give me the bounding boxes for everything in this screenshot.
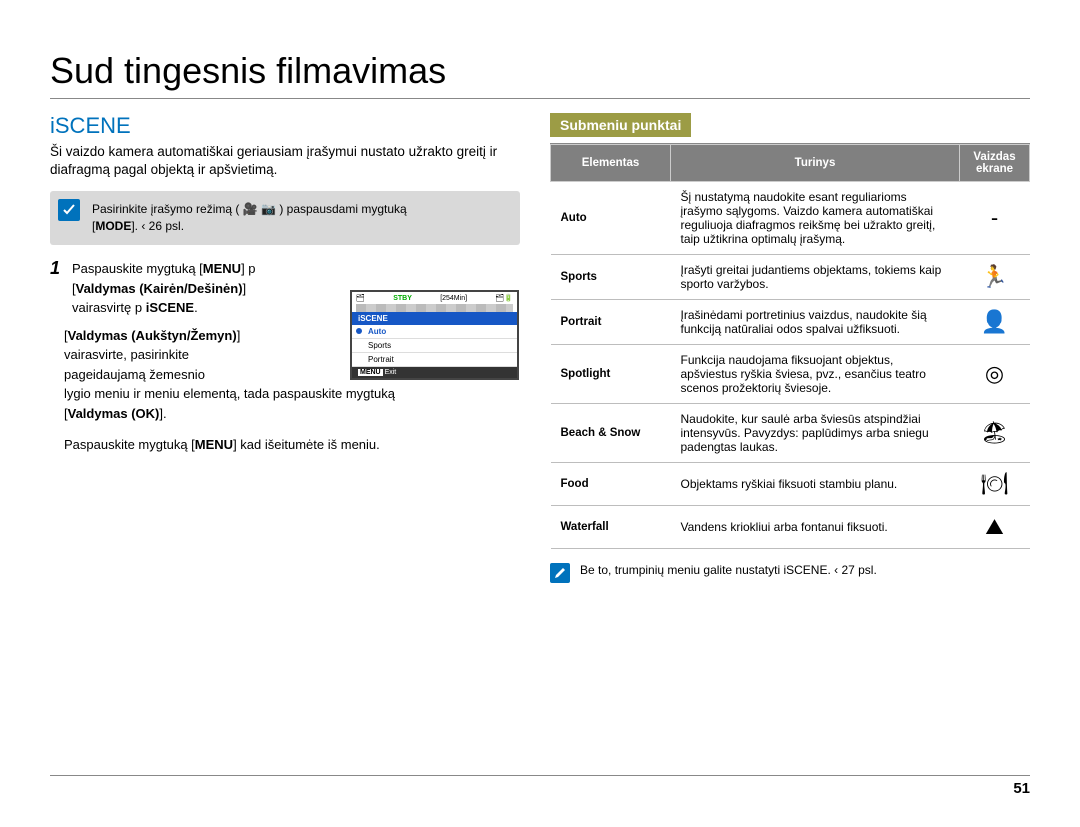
lcd-filmstrip — [356, 304, 513, 312]
step1-t1b: MENU — [203, 261, 241, 276]
row-desc: Funkcija naudojama fiksuojant objektus, … — [671, 345, 960, 404]
step3-t1c: ] kad išeitumėte iš meniu. — [233, 437, 380, 452]
table-row: AutoŠį nustatymą naudokite esant regulia… — [551, 182, 1030, 255]
photo-mode-icon: 📷 — [261, 202, 276, 216]
th-screen-1: Vaizdas — [973, 151, 1015, 163]
row-name: Waterfall — [551, 506, 671, 549]
lcd-header: iSCENE — [352, 312, 517, 325]
checkmark-icon — [58, 199, 80, 221]
th-screen-2: ekrane — [976, 163, 1013, 175]
table-row: SpotlightFunkcija naudojama fiksuojant o… — [551, 345, 1030, 404]
step1-t3c: . — [194, 300, 198, 315]
step2-t1b: Valdymas (Aukštyn/Žemyn) — [68, 328, 237, 343]
mode-note-box: Pasirinkite įrašymo režimą ( 🎥 📷 ) paspa… — [50, 191, 520, 245]
row-desc: Įrašinėdami portretinius vaizdus, naudok… — [671, 300, 960, 345]
page-number: 51 — [50, 775, 1030, 797]
lcd-row-auto: Auto — [352, 325, 517, 339]
row-desc: Įrašyti greitai judantiems objektams, to… — [671, 255, 960, 300]
step3-body: Paspauskite mygtuką [MENU] kad išeitumėt… — [64, 435, 520, 455]
lcd-menu-exit: MENU Exit — [352, 367, 517, 378]
battery-icon: 🗂🔋 — [495, 294, 513, 302]
table-row: FoodObjektams ryškiai fiksuoti stambiu p… — [551, 463, 1030, 506]
step1-t1c: ] p — [241, 261, 255, 276]
step2-t5b: Valdymas (OK) — [68, 406, 160, 421]
edit-icon — [550, 563, 570, 583]
step2-t4: lygio meniu ir meniu elementą, tada pasp… — [64, 386, 395, 401]
row-name: Beach & Snow — [551, 404, 671, 463]
row-desc: Naudokite, kur saulė arba šviesūs atspin… — [671, 404, 960, 463]
iscene-heading: iSCENE — [50, 113, 520, 139]
th-screen: Vaizdasekrane — [960, 145, 1030, 182]
row-desc: Šį nustatymą naudokite esant reguliariom… — [671, 182, 960, 255]
row-icon: 🏃 — [960, 255, 1030, 300]
step1-t3a: vairasvirtę p — [72, 300, 146, 315]
row-icon: ◎ — [960, 345, 1030, 404]
lcd-row-portrait: Portrait — [352, 353, 517, 367]
step2-t2: vairasvirte, pasirinkite — [64, 347, 189, 362]
stby-label: STBY — [393, 295, 412, 302]
table-row: SportsĮrašyti greitai judantiems objekta… — [551, 255, 1030, 300]
intro-text: Ši vaizdo kamera automatiškai geriausiam… — [50, 143, 520, 179]
row-icon: 🏖 — [960, 404, 1030, 463]
lcd-exit: Exit — [385, 369, 397, 376]
step3-t1a: Paspauskite mygtuką [ — [64, 437, 195, 452]
note-text-2: ) paspausdami mygtuką — [279, 202, 406, 216]
lcd-row-sports: Sports — [352, 339, 517, 353]
step1-t3b: iSCENE — [146, 300, 194, 315]
row-name: Sports — [551, 255, 671, 300]
lcd-menu-label: MENU — [358, 369, 383, 376]
page-title: Sud tingesnis filmavimas — [50, 50, 1030, 99]
step2-t3: pageidaujamą žemesnio — [64, 367, 205, 382]
footer-note: Be to, trumpinių meniu galite nustatyti … — [550, 563, 1030, 583]
specs-table: Elementas Turinys Vaizdasekrane AutoŠį n… — [550, 144, 1030, 549]
th-element: Elementas — [551, 145, 671, 182]
row-icon: ⛰ — [960, 506, 1030, 549]
note-mode: MODE — [95, 219, 131, 233]
footer-note-text: Be to, trumpinių meniu galite nustatyti … — [580, 563, 877, 577]
row-desc: Objektams ryškiai fiksuoti stambiu planu… — [671, 463, 960, 506]
step3-t1b: MENU — [195, 437, 233, 452]
th-content: Turinys — [671, 145, 960, 182]
step1-t1a: Paspauskite mygtuką [ — [72, 261, 203, 276]
row-icon: - — [960, 182, 1030, 255]
table-row: Beach & SnowNaudokite, kur saulė arba šv… — [551, 404, 1030, 463]
step1-t2c: ] — [243, 281, 247, 296]
note-text: Pasirinkite įrašymo režimą ( — [92, 202, 239, 216]
row-icon: 👤 — [960, 300, 1030, 345]
video-mode-icon: 🎥 — [243, 202, 258, 216]
step2-t5c: ]. — [159, 406, 166, 421]
time-label: [254Min] — [440, 295, 467, 302]
row-name: Portrait — [551, 300, 671, 345]
row-name: Auto — [551, 182, 671, 255]
row-name: Spotlight — [551, 345, 671, 404]
step2-t1c: ] — [237, 328, 241, 343]
lcd-mock: 🗂 STBY [254Min] 🗂🔋 iSCENE Auto Sports Po… — [350, 290, 519, 380]
row-name: Food — [551, 463, 671, 506]
step1-t2b: Valdymas (Kairėn/Dešinėn) — [76, 281, 243, 296]
submenu-heading: Submeniu punktai — [550, 113, 691, 137]
table-row: WaterfallVandens kriokliui arba fontanui… — [551, 506, 1030, 549]
row-icon: 🍽 — [960, 463, 1030, 506]
row-desc: Vandens kriokliui arba fontanui fiksuoti… — [671, 506, 960, 549]
step-number-1: 1 — [50, 259, 64, 277]
note-line2-post: ]. ‹ 26 psl. — [131, 219, 184, 233]
table-row: PortraitĮrašinėdami portretinius vaizdus… — [551, 300, 1030, 345]
card-icon: 🗂 — [356, 294, 365, 302]
